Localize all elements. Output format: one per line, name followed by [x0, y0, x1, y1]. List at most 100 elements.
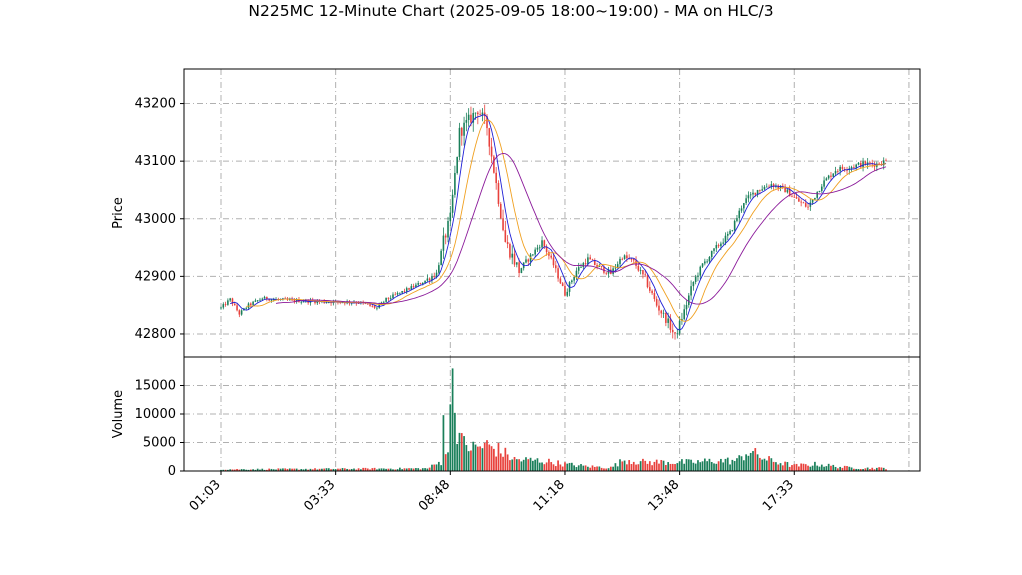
volume-bar — [435, 464, 438, 471]
candle-body — [268, 299, 270, 301]
volume-bar — [875, 467, 878, 471]
volume-bar — [442, 415, 445, 471]
volume-bar — [479, 446, 481, 471]
candle-body — [715, 245, 718, 249]
volume-bar — [644, 460, 647, 471]
volume-bar — [339, 468, 342, 471]
candle-body — [233, 303, 236, 306]
volume-bar — [481, 448, 484, 471]
volume-bar — [364, 467, 367, 471]
volume-bar — [268, 468, 271, 471]
candle-body — [756, 190, 759, 195]
volume-bar — [552, 464, 555, 471]
x-tick-label: 11:18 — [531, 477, 568, 514]
volume-bar — [341, 468, 344, 471]
candle-body — [591, 259, 594, 261]
volume-bar — [288, 468, 291, 471]
volume-bar — [286, 468, 289, 471]
candle-body — [584, 263, 587, 265]
volume-bar — [775, 462, 777, 471]
candle-body — [596, 264, 598, 267]
candle-body — [394, 294, 397, 296]
volume-bar — [325, 468, 328, 471]
volume-bar — [437, 461, 440, 471]
candle-body — [685, 304, 688, 310]
candle-body — [291, 299, 293, 301]
volume-bar — [843, 465, 846, 471]
volume-bar — [674, 464, 676, 471]
candle-body — [389, 297, 392, 299]
candle-body — [802, 202, 805, 204]
volume-bar — [690, 459, 692, 471]
volume-bar — [777, 464, 780, 471]
candle-body — [809, 202, 812, 207]
volume-bar — [598, 466, 601, 471]
volume-bar — [424, 468, 426, 471]
candle-body — [454, 173, 456, 195]
candle-body — [694, 277, 697, 282]
volume-bar — [846, 466, 848, 471]
volume-bar — [713, 463, 715, 471]
candle-body — [697, 275, 699, 278]
volume-bar — [504, 447, 507, 471]
volume-bar — [804, 464, 807, 471]
candle-body — [878, 163, 880, 165]
candle-body — [227, 300, 229, 305]
volume-bar — [591, 465, 594, 471]
candle-body — [593, 259, 596, 265]
candle-body — [600, 266, 603, 267]
volume-bar — [616, 466, 619, 471]
candle-body — [254, 300, 257, 302]
volume-bar — [314, 468, 316, 471]
candle-body — [300, 301, 303, 303]
volume-bar — [249, 469, 252, 471]
volume-bar — [259, 469, 261, 471]
candle-body — [577, 267, 580, 271]
candle-body — [674, 332, 676, 334]
volume-bar — [380, 468, 383, 471]
candle-body — [288, 299, 291, 301]
candle-body — [405, 288, 408, 292]
volume-bar — [653, 461, 656, 471]
volume-bar — [502, 456, 504, 471]
volume-bar — [321, 468, 323, 471]
candle-body — [859, 162, 862, 168]
candle-body — [369, 304, 371, 306]
candle-body — [614, 267, 617, 269]
candle-body — [220, 307, 222, 309]
candle-body — [855, 164, 857, 168]
volume-bar — [740, 456, 743, 471]
candle-body — [442, 235, 445, 251]
volume-bar — [678, 461, 681, 471]
volume-bar — [816, 465, 819, 471]
candle-body — [552, 257, 555, 266]
candle-body — [724, 235, 727, 243]
volume-bar — [788, 466, 791, 471]
candle-body — [564, 285, 566, 296]
volume-bar — [745, 454, 747, 471]
candle-body — [616, 264, 619, 268]
candle-body — [639, 270, 642, 271]
volume-bar — [275, 469, 277, 471]
volume-bar — [820, 464, 823, 471]
volume-bar — [240, 469, 243, 471]
candle-body — [777, 185, 780, 189]
volume-bar — [699, 462, 702, 471]
volume-bar — [263, 469, 266, 471]
volume-bar — [878, 467, 880, 471]
price-tick-label: 42800 — [135, 327, 176, 342]
volume-bar — [399, 467, 401, 471]
candle-body — [440, 250, 442, 266]
candle-body — [399, 292, 401, 294]
candle-body — [807, 206, 809, 208]
candle-body — [665, 312, 667, 323]
candle-body — [428, 278, 431, 281]
candle-body — [330, 302, 332, 304]
volume-bar — [701, 461, 704, 471]
volume-bar — [233, 469, 236, 471]
candle-body — [371, 305, 374, 307]
volume-bar — [284, 468, 287, 471]
volume-bar — [266, 469, 268, 471]
candle-body — [832, 173, 835, 177]
volume-bar — [589, 467, 592, 471]
